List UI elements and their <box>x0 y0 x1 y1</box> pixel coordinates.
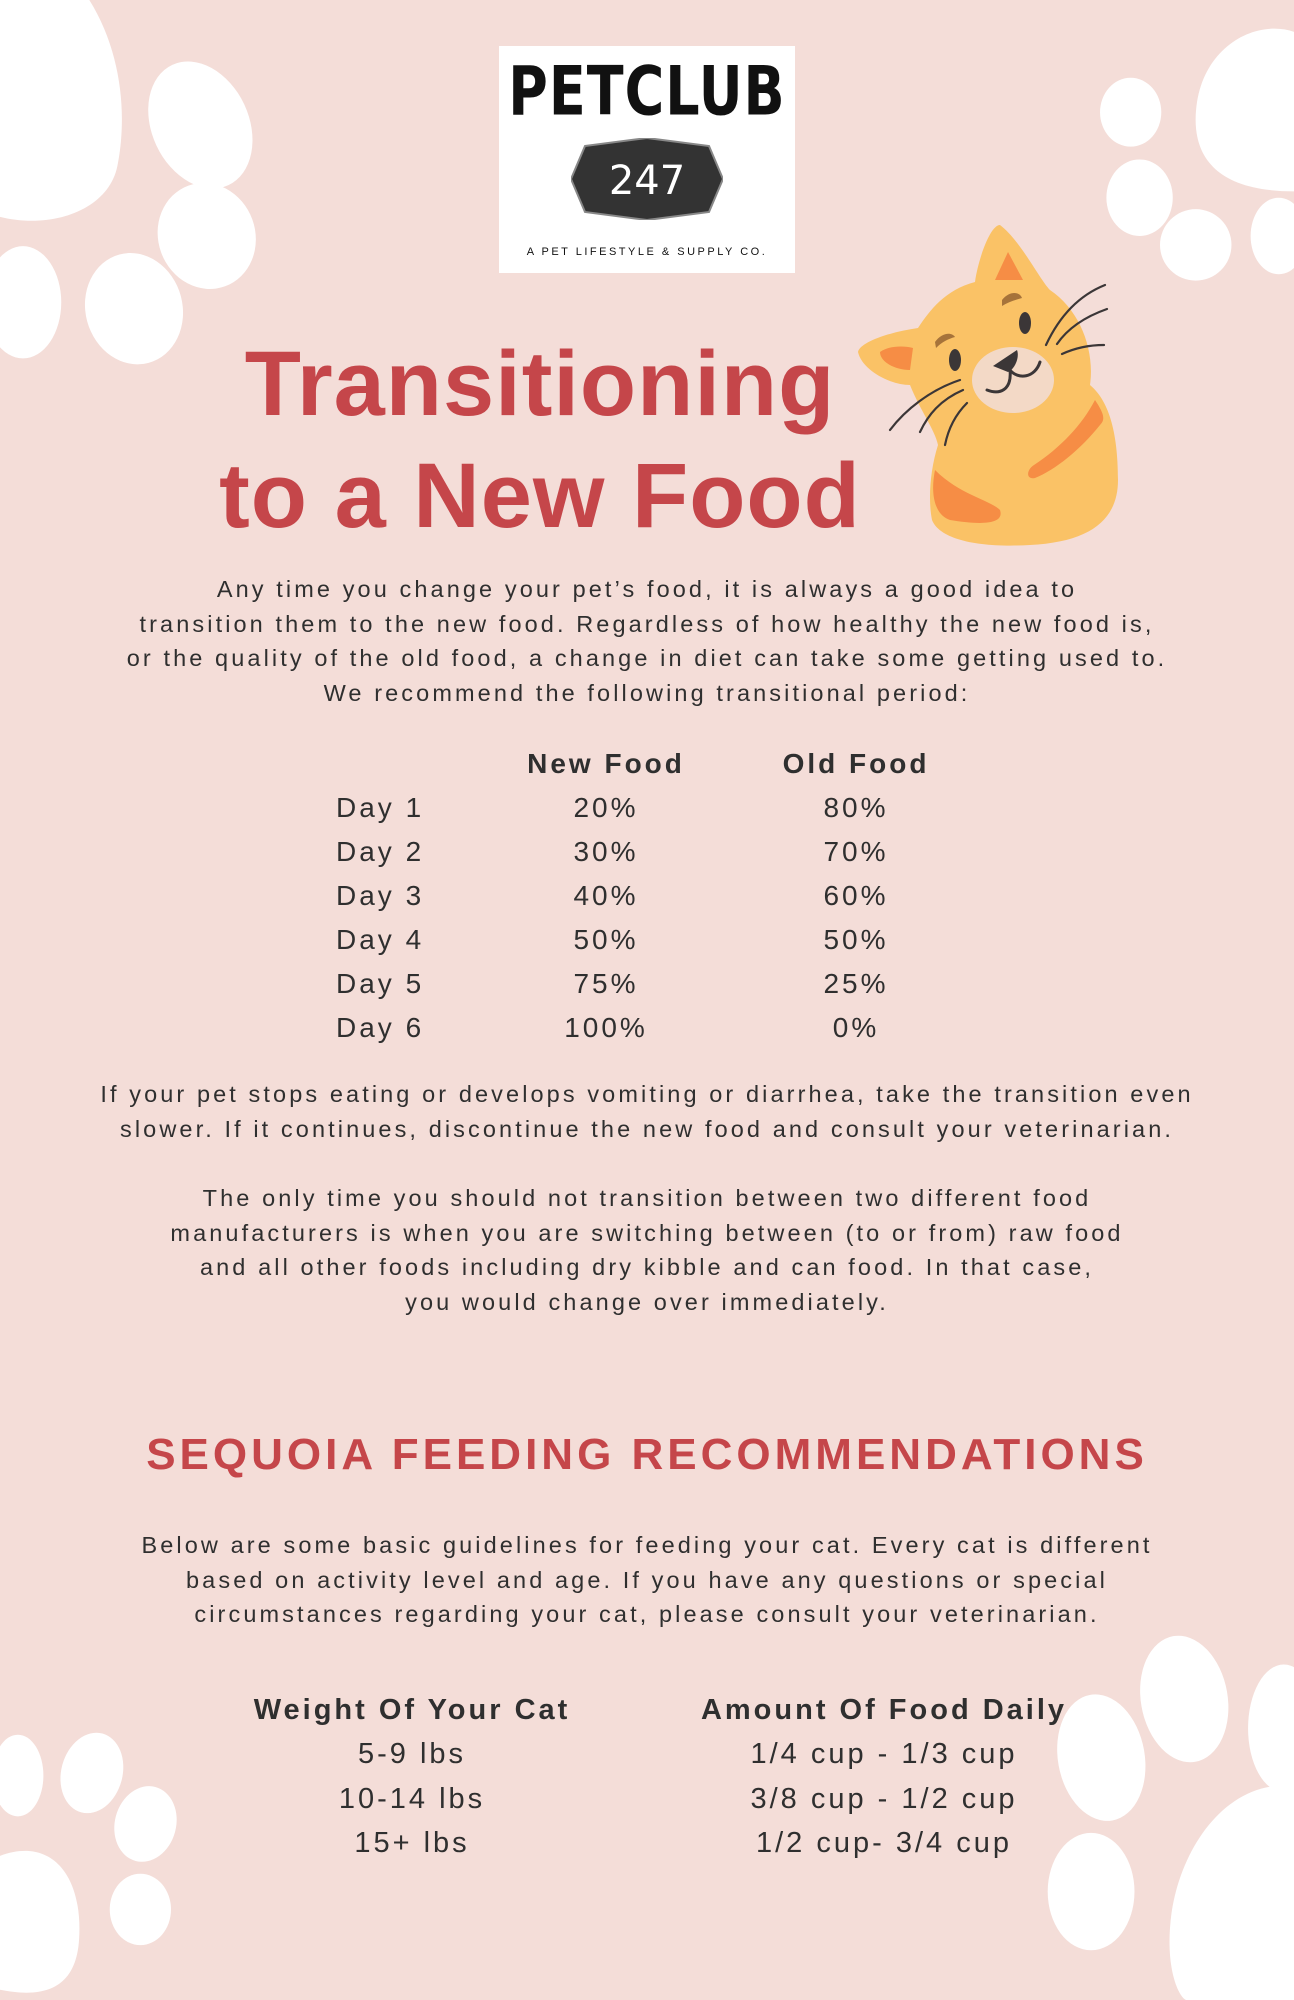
table-row: 15+ lbs 1/2 cup- 3/4 cup <box>0 1827 1294 1871</box>
cat-illustration <box>858 225 1118 546</box>
logo-number: 247 <box>609 158 685 204</box>
feeding-intro-line: based on activity level and age. If you … <box>186 1566 1108 1593</box>
amount-cell: 1/4 cup - 1/3 cup <box>750 1738 1018 1770</box>
logo-tagline: A PET LIFESTYLE & SUPPLY CO. <box>526 246 768 258</box>
raw-note-line: and all other foods including dry kibble… <box>199 1254 1095 1280</box>
table-row: Day 5 75% 25% <box>0 968 1294 1012</box>
intro-line: Any time you change your pet’s food, it … <box>216 576 1078 602</box>
logo-badge: 247 <box>571 138 723 220</box>
table-row: 5-9 lbs 1/4 cup - 1/3 cup <box>0 1738 1294 1782</box>
logo-brand: PETCLUB <box>508 52 786 131</box>
title-line-2: to a New Food <box>219 445 861 547</box>
amount-cell: 1/2 cup- 3/4 cup <box>756 1827 1012 1859</box>
table-row: Day 2 30% 70% <box>0 836 1294 880</box>
table-row: Day 1 20% 80% <box>0 792 1294 836</box>
day-cell: Day 5 <box>336 968 425 999</box>
intro-line: We recommend the following transitional … <box>323 679 971 706</box>
feeding-intro-paragraph: Below are some basic guidelines for feed… <box>20 1528 1274 1632</box>
warning-paragraph: If your pet stops eating or develops vom… <box>20 1077 1274 1146</box>
weight-cell: 5-9 lbs <box>357 1738 467 1770</box>
weight-cell: 15+ lbs <box>354 1827 470 1859</box>
table-row: Day 4 50% 50% <box>0 924 1294 968</box>
petclub-logo: PETCLUB 247 A PET LIFESTYLE & SUPPLY CO. <box>499 46 795 273</box>
day-cell: Day 2 <box>336 836 425 867</box>
raw-note-line: The only time you should not transition … <box>202 1185 1092 1211</box>
old-food-cell: 70% <box>823 836 889 867</box>
table-row: Day 3 40% 60% <box>0 880 1294 924</box>
day-cell: Day 1 <box>336 792 425 823</box>
old-food-cell: 0% <box>832 1012 880 1043</box>
title-line-1: Transitioning <box>244 333 836 435</box>
raw-food-paragraph: The only time you should not transition … <box>20 1181 1274 1319</box>
weight-cell: 10-14 lbs <box>338 1783 486 1815</box>
intro-paragraph: Any time you change your pet’s food, it … <box>20 572 1274 710</box>
new-food-cell: 40% <box>573 880 639 911</box>
new-food-cell: 30% <box>573 836 639 867</box>
table-header: New Food Old Food <box>0 748 1294 792</box>
new-food-cell: 100% <box>564 1012 648 1043</box>
day-cell: Day 3 <box>336 880 425 911</box>
header-amount: Amount Of Food Daily <box>700 1694 1068 1726</box>
table-header: Weight Of Your Cat Amount Of Food Daily <box>0 1694 1294 1738</box>
intro-line: or the quality of the old food, a change… <box>126 645 1168 671</box>
raw-note-line: manufacturers is when you are switching … <box>170 1219 1124 1246</box>
table-row: 10-14 lbs 3/8 cup - 1/2 cup <box>0 1783 1294 1827</box>
new-food-cell: 50% <box>573 924 639 955</box>
intro-line: transition them to the new food. Regardl… <box>139 610 1155 637</box>
feeding-intro-line: Below are some basic guidelines for feed… <box>141 1532 1153 1558</box>
amount-cell: 3/8 cup - 1/2 cup <box>750 1783 1018 1815</box>
old-food-cell: 50% <box>823 924 889 955</box>
table-row: Day 6 100% 0% <box>0 1012 1294 1056</box>
day-cell: Day 6 <box>336 1012 425 1043</box>
page-title: Transitioning to a New Food <box>160 328 920 552</box>
warning-line: slower. If it continues, discontinue the… <box>120 1115 1174 1142</box>
new-food-cell: 20% <box>573 792 639 823</box>
raw-note-line: you would change over immediately. <box>405 1288 889 1315</box>
header-new-food: New Food <box>527 748 685 779</box>
section-heading: SEQUOIA FEEDING RECOMMENDATIONS <box>146 1430 1148 1479</box>
header-old-food: Old Food <box>782 748 930 779</box>
old-food-cell: 25% <box>823 968 889 999</box>
warning-line: If your pet stops eating or develops vom… <box>100 1081 1194 1107</box>
feeding-intro-line: circumstances regarding your cat, please… <box>194 1601 1100 1627</box>
old-food-cell: 60% <box>823 880 889 911</box>
old-food-cell: 80% <box>823 792 889 823</box>
day-cell: Day 4 <box>336 924 425 955</box>
header-weight: Weight Of Your Cat <box>253 1694 571 1726</box>
new-food-cell: 75% <box>573 968 639 999</box>
